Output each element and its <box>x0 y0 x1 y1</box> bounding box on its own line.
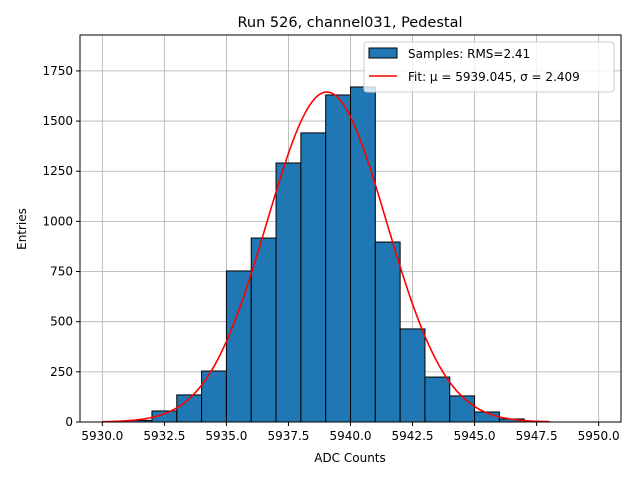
y-axis-label: Entries <box>15 208 29 250</box>
x-tick-label: 5930.0 <box>81 429 123 443</box>
histogram-bar <box>250 237 277 423</box>
chart-title: Run 526, channel031, Pedestal <box>237 15 462 31</box>
x-tick-label: 5947.5 <box>516 429 558 443</box>
legend-box <box>363 41 615 93</box>
x-tick-label: 5942.5 <box>392 429 434 443</box>
y-tick-label: 1000 <box>42 214 73 228</box>
x-tick-label: 5932.5 <box>143 429 185 443</box>
x-axis-label: ADC Counts <box>314 451 386 465</box>
x-axis-ticks: 5930.0 5932.5 5935.0 5937.5 5940.0 5942.5 5945… <box>81 422 620 443</box>
x-tick-label: 5935.0 <box>205 429 247 443</box>
histogram-bar <box>201 370 227 423</box>
histogram-bar <box>424 376 451 423</box>
histogram-bar <box>374 241 401 423</box>
histogram-bar <box>225 270 252 423</box>
histogram-bar <box>275 162 302 423</box>
fit-curve <box>102 91 550 423</box>
histogram-bar <box>325 94 351 423</box>
legend-samples-label: Samples: RMS=2.41 <box>408 47 530 61</box>
legend-fit-label: Fit: μ = 5939.045, σ = 2.409 <box>408 70 580 84</box>
histogram-bar <box>449 395 476 423</box>
x-tick-label: 5937.5 <box>267 429 309 443</box>
y-tick-label: 500 <box>50 315 73 329</box>
y-tick-label: 1750 <box>42 64 73 78</box>
y-axis-ticks: 0 250 500 750 1000 1250 1500 1750 <box>42 64 80 429</box>
y-tick-label: 250 <box>50 365 73 379</box>
histogram-bar <box>300 132 327 423</box>
legend-samples-patch <box>368 47 398 59</box>
y-tick-label: 750 <box>50 265 73 279</box>
histogram-bar <box>399 328 426 423</box>
y-tick-label: 1250 <box>42 164 73 178</box>
y-tick-label: 0 <box>65 415 73 429</box>
histogram-bars <box>126 86 550 423</box>
legend: Samples: RMS=2.41 Fit: μ = 5939.045, σ =… <box>363 41 615 93</box>
x-tick-label: 5940.0 <box>330 429 372 443</box>
y-tick-label: 1500 <box>42 114 73 128</box>
histogram-bar <box>350 86 376 423</box>
x-tick-label: 5950.0 <box>578 429 620 443</box>
x-tick-label: 5945.0 <box>454 429 496 443</box>
